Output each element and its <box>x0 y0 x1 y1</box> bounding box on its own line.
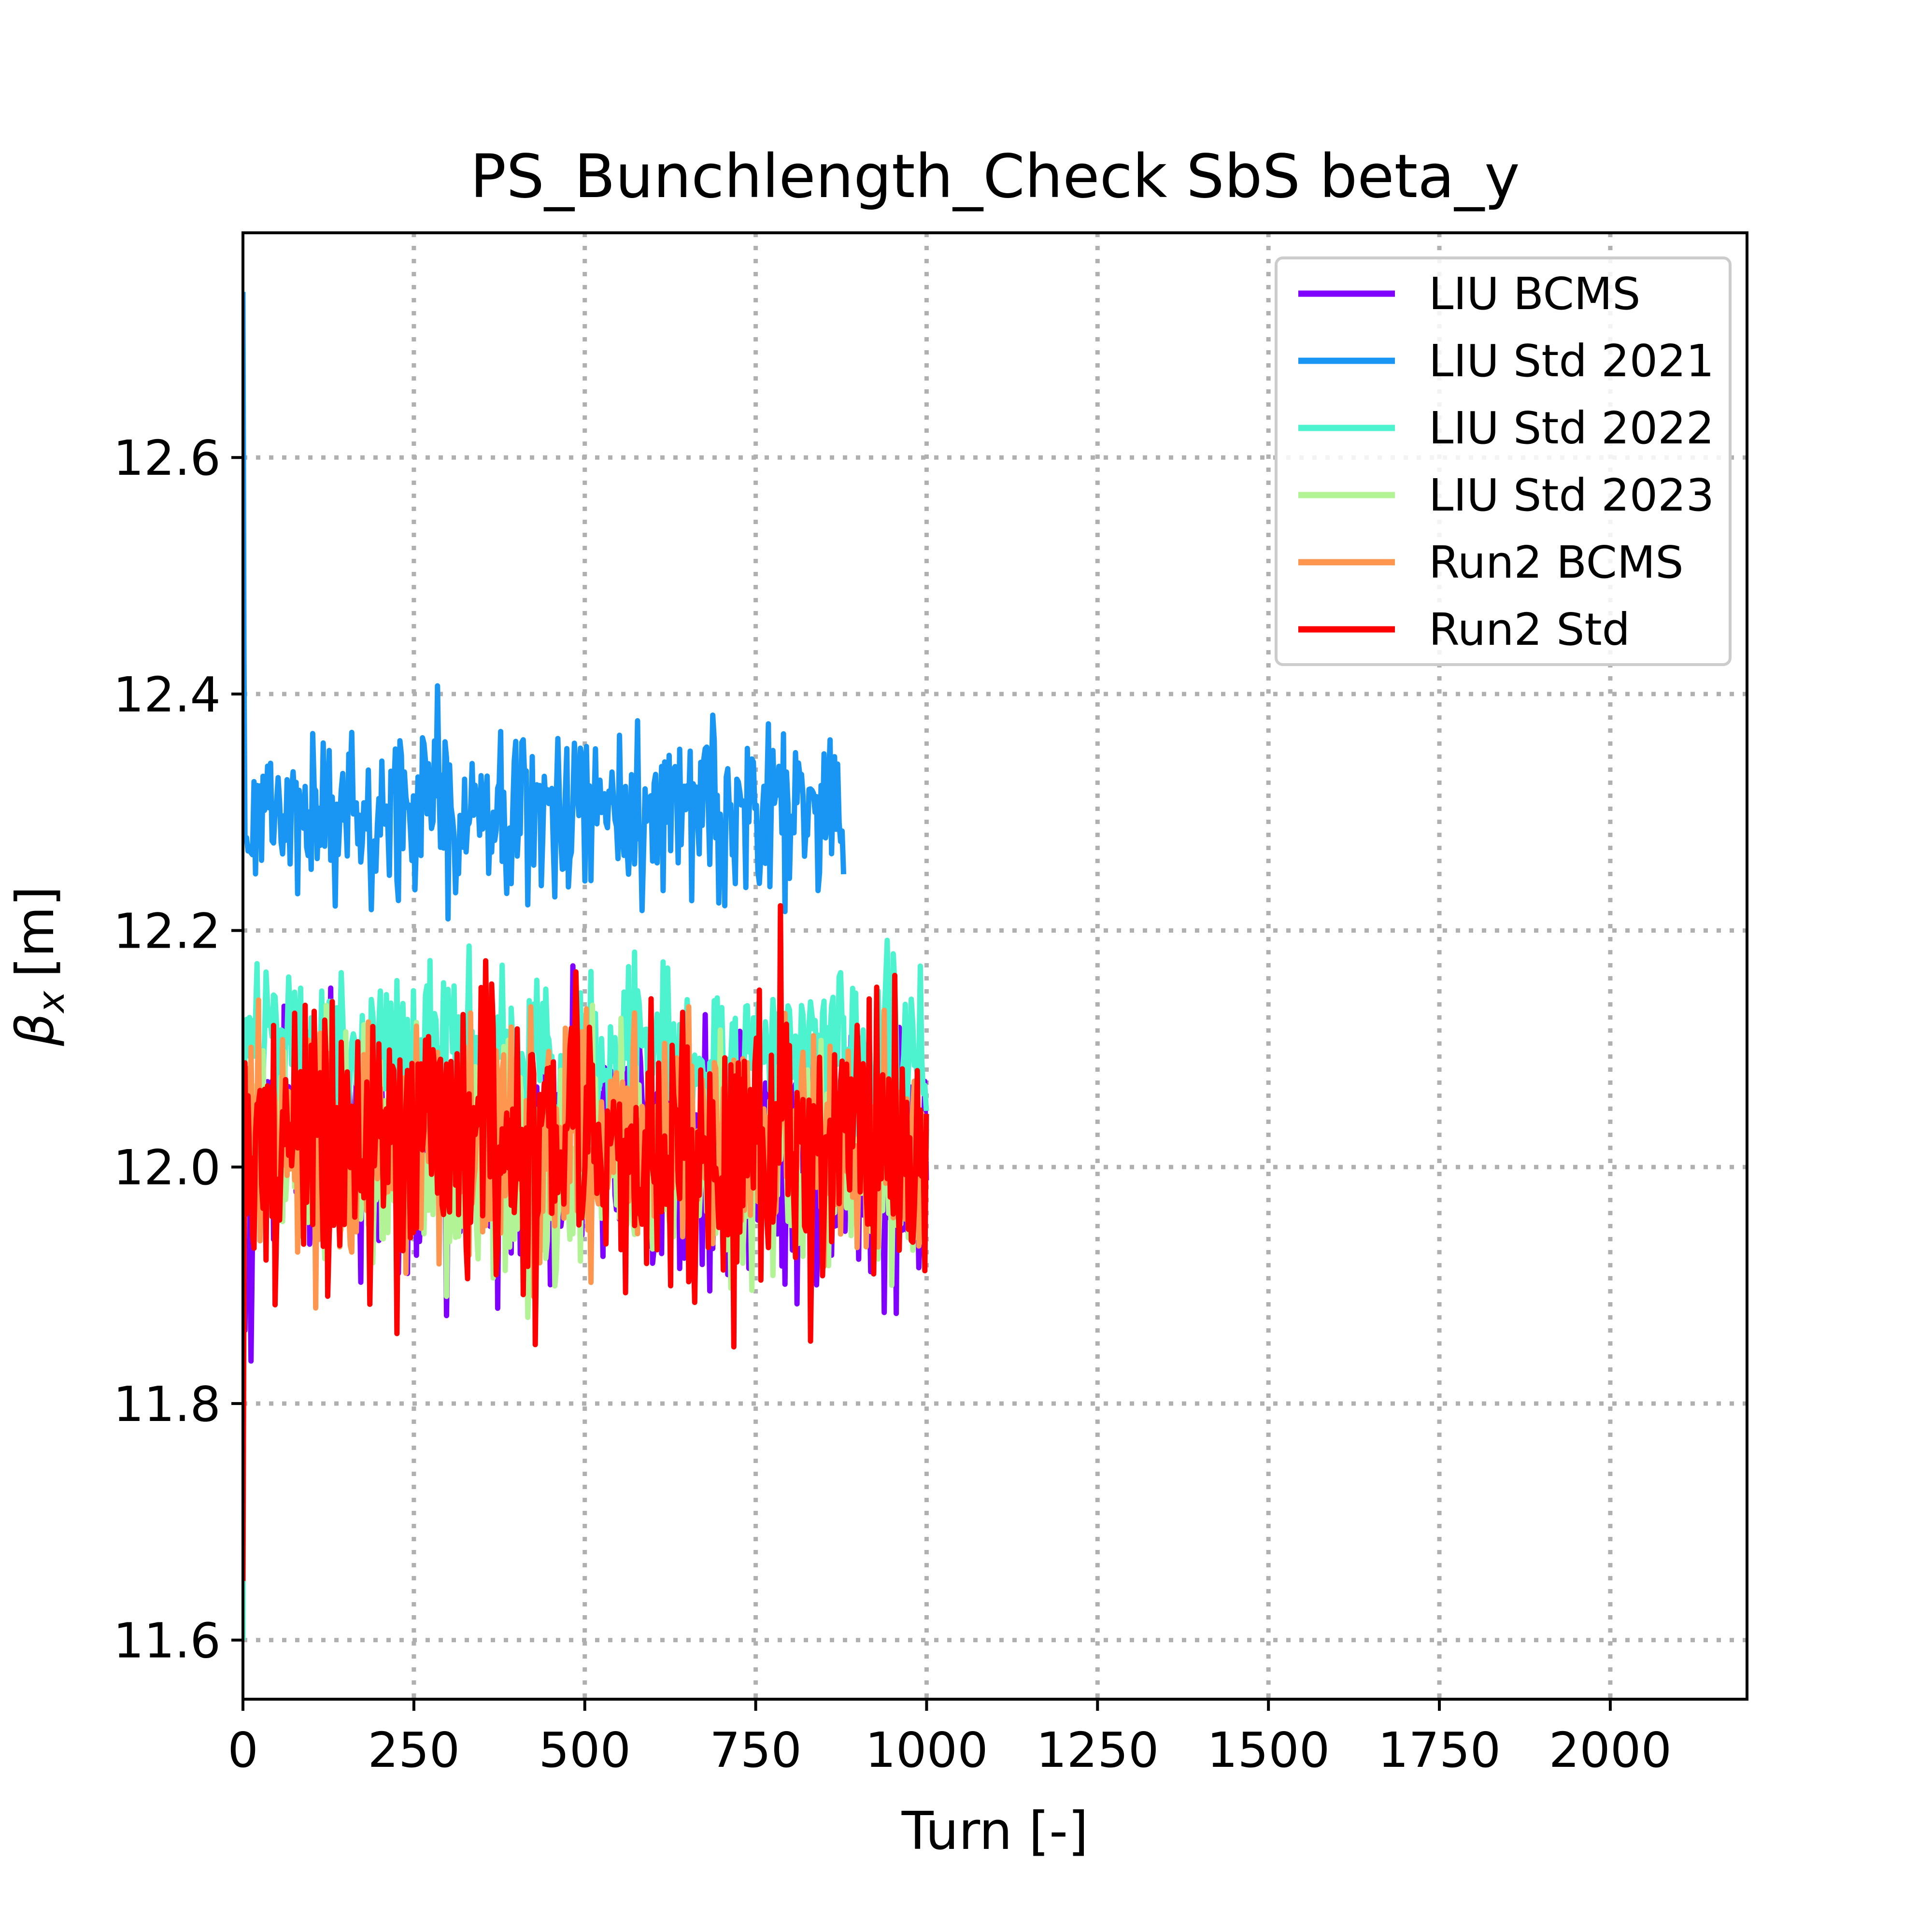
x-tick: 250 <box>368 1699 460 1778</box>
x-tick-label: 2000 <box>1549 1722 1672 1778</box>
y-tick: 12.0 <box>113 1139 243 1196</box>
y-axis-label-symbol: β <box>5 1013 66 1047</box>
y-tick-label: 11.6 <box>113 1613 221 1669</box>
x-tick-label: 500 <box>539 1722 631 1778</box>
x-tick: 1250 <box>1036 1699 1159 1778</box>
y-tick-label: 12.4 <box>113 667 221 723</box>
legend-item: LIU BCMS <box>1298 268 1640 320</box>
x-tick-label: 0 <box>227 1722 258 1778</box>
y-tick: 12.2 <box>113 903 243 960</box>
x-tick: 1750 <box>1378 1699 1501 1778</box>
chart-title: PS_Bunchlength_Check SbS beta_y <box>470 142 1520 212</box>
legend-label: LIU BCMS <box>1429 268 1640 320</box>
legend-label: Run2 BCMS <box>1429 537 1684 588</box>
y-tick: 11.6 <box>113 1613 243 1669</box>
x-tick: 750 <box>710 1699 802 1778</box>
y-tick: 12.6 <box>113 430 243 486</box>
x-tick: 1000 <box>865 1699 988 1778</box>
x-tick: 1500 <box>1207 1699 1330 1778</box>
x-tick: 500 <box>539 1699 631 1778</box>
legend-item: LIU Std 2021 <box>1298 335 1714 387</box>
y-tick-label: 12.0 <box>113 1139 221 1196</box>
legend-item: LIU Std 2023 <box>1298 469 1714 521</box>
legend-label: LIU Std 2021 <box>1429 335 1714 387</box>
x-axis-label: Turn [-] <box>901 1801 1089 1861</box>
legend-label: LIU Std 2022 <box>1429 402 1714 454</box>
y-tick: 12.4 <box>113 667 243 723</box>
y-tick: 11.8 <box>113 1376 243 1433</box>
y-axis-ticks: 11.6 11.8 12.0 12.2 12.4 12.6 <box>113 430 243 1669</box>
y-tick-label: 12.6 <box>113 430 221 486</box>
x-tick-label: 1500 <box>1207 1722 1330 1778</box>
y-axis-label-unit: [m] <box>5 886 66 977</box>
legend: LIU BCMS LIU Std 2021 LIU Std 2022 LIU Std … <box>1275 256 1732 666</box>
grid <box>243 233 1747 1699</box>
legend-label: LIU Std 2023 <box>1429 469 1714 521</box>
series-layer <box>243 292 929 1640</box>
x-tick-label: 1750 <box>1378 1722 1501 1778</box>
legend-item: Run2 BCMS <box>1298 537 1684 588</box>
x-tick: 2000 <box>1549 1699 1672 1778</box>
series-line-5 <box>243 903 929 1581</box>
y-tick-label: 12.2 <box>113 903 221 960</box>
x-tick-label: 1000 <box>865 1722 988 1778</box>
legend-item: Run2 Std <box>1298 604 1630 655</box>
y-axis-label-subscript: x <box>29 991 72 1014</box>
x-tick: 0 <box>227 1699 258 1778</box>
y-axis-label: βx [m] <box>5 886 72 1046</box>
y-tick-label: 11.8 <box>113 1376 221 1433</box>
x-axis-ticks: 0 250 500 750 1000 1250 1500 1750 2000 <box>227 1699 1672 1778</box>
plot-frame <box>242 231 1748 1701</box>
x-tick-label: 1250 <box>1036 1722 1159 1778</box>
legend-label: Run2 Std <box>1429 604 1630 655</box>
legend-item: LIU Std 2022 <box>1298 402 1714 454</box>
x-tick-label: 250 <box>368 1722 460 1778</box>
x-tick-label: 750 <box>710 1722 802 1778</box>
series-line-1 <box>243 292 847 922</box>
